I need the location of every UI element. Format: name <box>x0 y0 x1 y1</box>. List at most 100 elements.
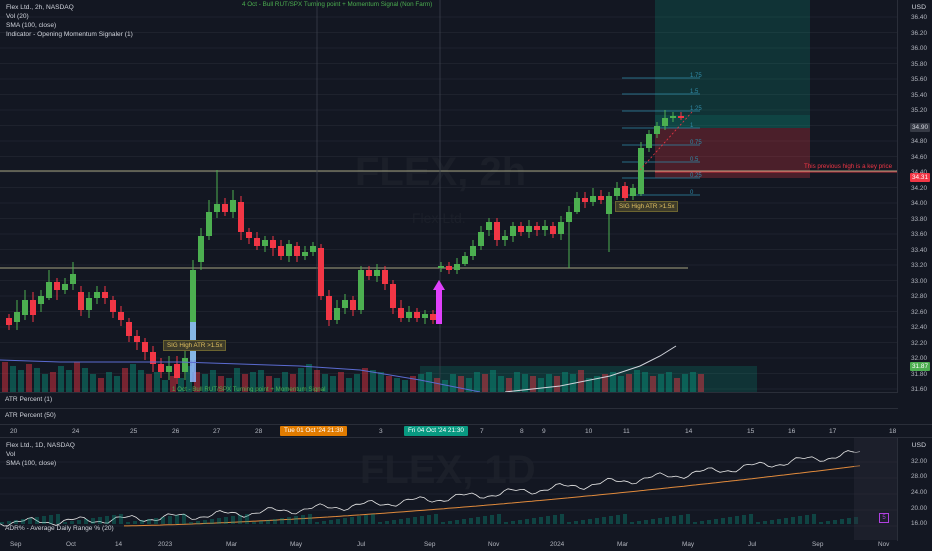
volume-bar <box>530 376 536 392</box>
daily-legend-symbol[interactable]: Flex Ltd., 1D, NASDAQ <box>6 442 75 449</box>
price-tick-label: 35.40 <box>911 91 927 99</box>
legend-indicator[interactable]: Indicator - Opening Momentum Signaler (1… <box>6 31 133 38</box>
key-price-note: This previous high is a key price <box>804 163 893 170</box>
candle-body <box>662 118 668 126</box>
daily-volume-bar <box>756 522 760 524</box>
volume-bar <box>298 368 304 392</box>
fib-level-label: 1 <box>690 123 694 129</box>
daily-volume-bar <box>693 522 697 524</box>
daily-time-tick-label: 2024 <box>550 541 565 548</box>
time-tick-label: 11 <box>623 428 630 435</box>
price-tick-label: 31.80 <box>911 370 927 378</box>
candle-body <box>390 284 396 308</box>
volume-bar <box>490 370 496 392</box>
daily-time-tick-label: Sep <box>812 541 824 548</box>
daily-time-tick-label: Oct <box>66 541 76 548</box>
daily-volume-bar <box>231 516 235 524</box>
time-tick-label: 3 <box>379 428 383 435</box>
legend-symbol[interactable]: Flex Ltd., 2h, NASDAQ <box>6 4 74 11</box>
candle-body <box>102 292 108 298</box>
daily-volume-bar <box>168 516 172 524</box>
candle-body <box>6 318 12 325</box>
candle-body <box>526 226 532 232</box>
daily-price-tick-label: 32.00 <box>911 458 927 465</box>
daily-volume-bar <box>532 518 536 524</box>
fib-level-label: 0.25 <box>690 173 702 179</box>
candlestick-plot[interactable]: 1.75 1.5 1.25 1 0.75 0.5 0.25 0 <box>0 0 898 392</box>
volume-bar <box>562 372 568 392</box>
daily-volume-bar <box>497 514 501 524</box>
volume-bar <box>330 376 336 392</box>
daily-volume-bar <box>588 519 592 524</box>
candle-body <box>446 266 452 270</box>
candle-body <box>222 204 228 212</box>
daily-volume-bar <box>546 516 550 524</box>
volume-bar <box>634 370 640 392</box>
daily-time-tick-label: Jul <box>357 541 366 548</box>
legend-volume[interactable]: Vol (20) <box>6 13 29 20</box>
candle-body <box>478 232 484 246</box>
momentum-arrow-head <box>433 280 445 290</box>
daily-time-tick-label: 2023 <box>158 541 173 548</box>
daily-volume-bar <box>826 521 830 524</box>
candle-body <box>262 240 268 246</box>
volume-bar <box>130 364 136 392</box>
price-tick-label: 35.60 <box>911 76 927 83</box>
candle-body <box>270 240 276 248</box>
daily-volume-bar <box>476 517 480 524</box>
daily-volume-bar <box>196 521 200 524</box>
candle-body <box>286 244 292 256</box>
legend-sma[interactable]: SMA (100, close) <box>6 22 57 29</box>
candle-body <box>302 252 308 256</box>
price-tick-label: 33.00 <box>911 277 927 285</box>
daily-volume-bar <box>119 514 123 524</box>
atr-panel-1[interactable]: ATR Percent (1) <box>0 392 898 408</box>
volume-bar <box>650 376 656 392</box>
atr-panel-50[interactable]: ATR Percent (50) <box>0 408 898 424</box>
daily-volume-bar <box>700 521 704 524</box>
candle-body <box>70 274 76 284</box>
daily-price-highlight <box>854 438 898 540</box>
daily-volume-bar <box>651 519 655 524</box>
daily-volume-bar <box>182 514 186 524</box>
daily-legend-volume[interactable]: Vol <box>6 451 16 458</box>
daily-volume-bar <box>441 522 445 524</box>
daily-volume-bar <box>735 516 739 524</box>
candle-body <box>206 212 212 236</box>
daily-volume-bar <box>721 518 725 524</box>
price-tick-label: 34.80 <box>911 138 927 145</box>
candle-body <box>342 300 348 308</box>
daily-volume-bar <box>364 515 368 524</box>
daily-time-tick-label: May <box>682 541 695 548</box>
daily-volume-bar <box>707 520 711 524</box>
candle-body <box>598 196 604 200</box>
daily-time-axis[interactable]: Sep Oct 14 2023 Mar May Jul Sep Nov 2024 Mar May Jul… <box>0 540 932 551</box>
daily-volume-bar <box>791 517 795 524</box>
volume-bar <box>242 374 248 392</box>
current-price-tag: 34.90 <box>910 123 930 132</box>
volume-bar <box>554 376 560 392</box>
time-axis[interactable]: 2024252627282378910111415161718 Tue 01 O… <box>0 424 932 438</box>
price-axis[interactable]: USD 36.40 36.20 36.00 35.80 35.60 35.40 35.20 3… <box>897 0 932 393</box>
volume-bar <box>354 374 360 392</box>
daily-volume-bar <box>259 521 263 524</box>
daily-volume-bar <box>455 520 459 524</box>
daily-volume-bar <box>133 521 137 524</box>
candle-body <box>638 148 644 194</box>
daily-volume-bar <box>574 521 578 524</box>
price-tick-label: 33.40 <box>911 246 927 254</box>
candle-body <box>334 308 340 320</box>
volume-bar <box>266 376 272 392</box>
volume-bar <box>258 370 264 392</box>
daily-volume-bar <box>595 518 599 524</box>
volume-bar <box>658 374 664 392</box>
daily-line-plot[interactable] <box>0 438 898 540</box>
candle-body <box>462 256 468 264</box>
daily-price-axis[interactable]: USD 32.00 28.00 24.00 20.00 16.00 <box>897 438 932 541</box>
price-tick-label: 35.80 <box>911 60 927 68</box>
time-tick-label: 20 <box>10 428 18 435</box>
daily-chart-pane[interactable]: FLEX, 1D Flex Ltd., 1D, NASDAQ Vol SMA (… <box>0 437 932 551</box>
signal-candle-highlight <box>190 322 196 382</box>
daily-legend-sma[interactable]: SMA (100, close) <box>6 460 57 467</box>
main-chart-pane[interactable]: FLEX, 2h Flex Ltd. 1.751.51.2510.750.50.… <box>0 0 932 393</box>
